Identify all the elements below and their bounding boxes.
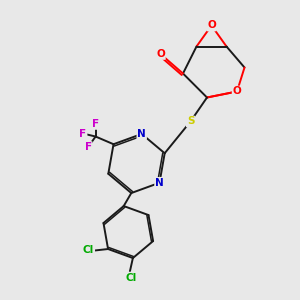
Text: O: O [232,86,242,97]
Text: Cl: Cl [83,245,94,255]
Text: Cl: Cl [126,272,137,283]
Text: F: F [85,142,92,152]
Text: O: O [207,20,216,31]
Text: F: F [80,128,87,139]
Text: F: F [92,119,99,129]
Text: S: S [187,116,194,127]
Text: N: N [155,178,164,188]
Text: N: N [137,129,146,139]
Text: O: O [156,49,165,59]
